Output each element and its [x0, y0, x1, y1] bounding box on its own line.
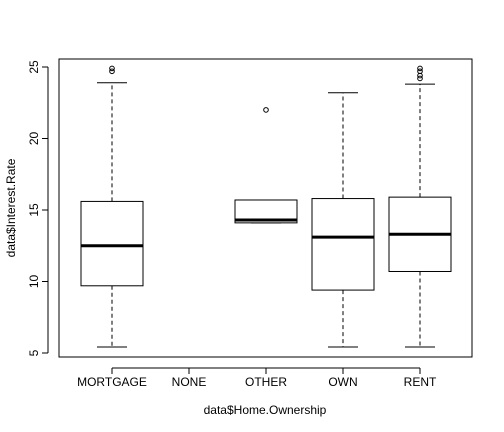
y-tick-label: 25 — [27, 60, 41, 74]
x-axis-title: data$Home.Ownership — [204, 403, 327, 417]
x-tick-label: MORTGAGE — [77, 375, 147, 389]
y-axis-title: data$Interest.Rate — [4, 158, 18, 257]
outlier-point — [264, 108, 269, 113]
outlier-point — [110, 66, 115, 71]
y-tick-label: 5 — [27, 349, 41, 356]
box-iqr — [81, 201, 143, 285]
y-axis: 5 10 15 20 25 — [27, 60, 48, 356]
x-tick-label: OTHER — [245, 375, 287, 389]
box-group-rent — [389, 66, 451, 347]
x-tick-label: RENT — [404, 375, 437, 389]
box-group-other — [235, 108, 297, 223]
y-tick-label: 15 — [27, 203, 41, 217]
box-group-own — [312, 93, 374, 347]
box-group-mortgage — [81, 66, 143, 347]
x-tick-label: NONE — [172, 375, 207, 389]
box-iqr — [312, 199, 374, 291]
boxes — [81, 66, 451, 347]
x-tick-label: OWN — [328, 375, 357, 389]
x-axis: MORTGAGE NONE OTHER OWN RENT — [77, 368, 437, 389]
y-tick-label: 20 — [27, 132, 41, 146]
y-tick-label: 10 — [27, 275, 41, 289]
outlier-point — [418, 66, 423, 71]
